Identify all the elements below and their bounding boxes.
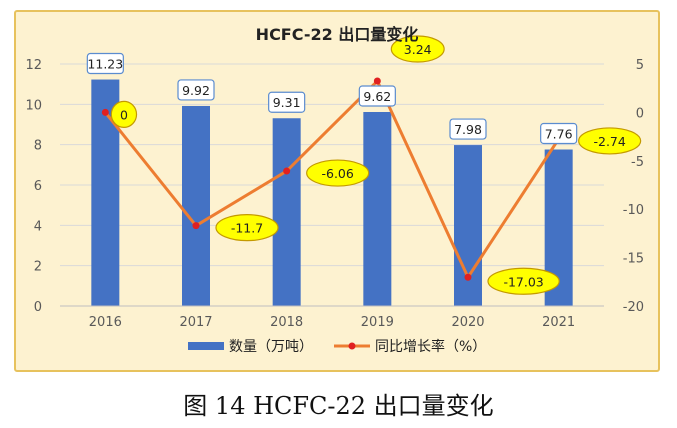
right-tick-label: -5 [631, 155, 644, 170]
rate-callout [487, 267, 560, 295]
x-tick-label: 2017 [179, 315, 212, 330]
growth-point [464, 273, 472, 281]
legend-bar-swatch [188, 342, 224, 350]
rate-callout [306, 159, 370, 187]
bar-label-box [358, 85, 396, 107]
bar-label-box [177, 79, 215, 101]
legend-bar-label: 数量（万吨） [229, 339, 313, 355]
rate-callout [110, 100, 138, 129]
chart-legend: 数量（万吨） 同比增长率（%） [188, 338, 486, 355]
rate-callout [390, 35, 445, 63]
bar [363, 111, 392, 306]
bar-label-box [449, 118, 487, 140]
rate-value-label: -2.74 [593, 134, 625, 149]
left-tick-label: 0 [34, 300, 42, 315]
bar [454, 145, 482, 306]
growth-point [192, 222, 200, 230]
x-tick-label: 2021 [542, 315, 575, 330]
right-tick-label: 0 [636, 106, 644, 121]
left-tick-label: 6 [34, 179, 42, 194]
right-tick-label: -20 [623, 300, 644, 315]
legend-line-marker [348, 342, 356, 350]
growth-point [283, 167, 291, 175]
left-tick-label: 2 [34, 260, 42, 275]
bar-value-label: 9.92 [182, 83, 210, 98]
bar-value-label: 9.31 [273, 95, 301, 110]
chart-title: HCFC-22 出口量变化 [256, 25, 419, 44]
bar-label-box [540, 122, 578, 145]
bar-label-box [268, 91, 306, 113]
growth-point [101, 108, 109, 116]
chart-figure: 11.23 9.92 9.31 9.62 7.98 7.76 0 -11.7 -6.06 3.24… [14, 10, 660, 372]
growth-point [373, 77, 381, 85]
bar-value-label: 9.62 [363, 89, 391, 104]
rate-callout [215, 214, 279, 242]
bar [182, 105, 210, 307]
rate-value-label: -17.03 [503, 274, 543, 289]
figure-caption: 图 14 HCFC-22 出口量变化 [183, 392, 494, 420]
rate-value-label: -6.06 [321, 166, 353, 181]
left-tick-label: 10 [25, 98, 42, 113]
x-tick-label: 2016 [89, 315, 122, 330]
rate-value-label: 0 [120, 107, 128, 122]
bar-label-box [86, 52, 124, 75]
rate-callout [578, 127, 642, 155]
left-tick-label: 12 [25, 58, 42, 73]
chart-svg: 11.23 9.92 9.31 9.62 7.98 7.76 0 -11.7 -6.06 3.24… [14, 10, 660, 372]
legend-line-label: 同比增长率（%） [375, 338, 486, 355]
left-tick-label: 4 [34, 219, 42, 234]
bar-value-label: 11.23 [87, 57, 123, 72]
rate-value-label: -11.7 [231, 221, 263, 236]
bar [272, 118, 301, 306]
right-tick-label: 5 [636, 58, 644, 73]
x-tick-label: 2019 [361, 315, 394, 330]
right-tick-label: -15 [623, 252, 644, 267]
growth-line [104, 79, 560, 279]
right-tick-label: -10 [623, 203, 644, 218]
rate-value-label: 3.24 [404, 42, 432, 57]
bar-value-label: 7.76 [545, 127, 573, 142]
x-tick-label: 2020 [451, 315, 484, 330]
bar-value-label: 7.98 [454, 122, 482, 137]
x-tick-label: 2018 [270, 315, 303, 330]
left-tick-label: 8 [34, 139, 42, 154]
